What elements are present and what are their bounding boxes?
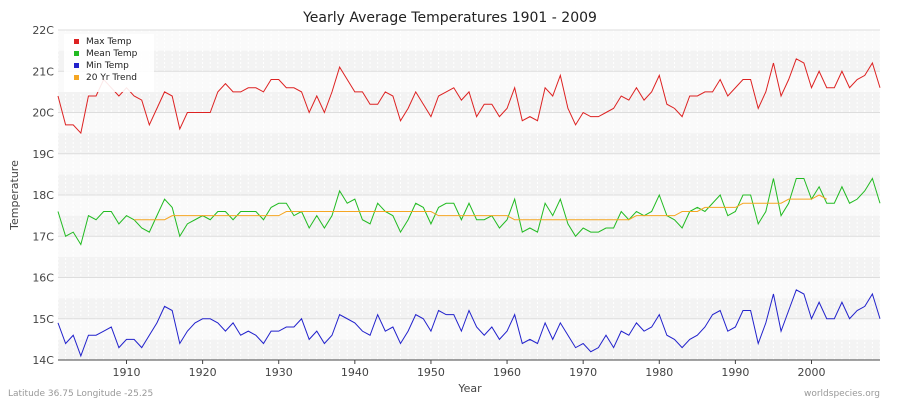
legend-swatch (74, 63, 79, 68)
x-tick-label: 2000 (798, 366, 826, 379)
x-axis-label: Year (457, 382, 482, 395)
plot-band (58, 50, 880, 72)
footer-source: worldspecies.org (804, 389, 880, 399)
series-line-20-yr-trend (134, 194, 827, 221)
x-tick-label: 1970 (569, 366, 597, 379)
x-tick-label: 1910 (113, 366, 141, 379)
legend-label: Mean Temp (86, 49, 138, 59)
legend-label: Max Temp (86, 37, 132, 47)
x-tick-label: 1940 (341, 366, 369, 379)
x-tick-label: 1930 (265, 366, 293, 379)
y-tick-label: 15C (32, 313, 54, 326)
x-tick-label: 1990 (721, 366, 749, 379)
y-tick-label: 14C (32, 354, 54, 367)
series-line-mean-temp (57, 177, 881, 246)
legend-label: 20 Yr Trend (86, 73, 137, 83)
x-axis-ticks: 1910 1920 1930 1940 1950 1960 1970 1980 1990 2000 (113, 360, 826, 379)
legend-swatch (74, 39, 79, 44)
footer-coordinates: Latitude 36.75 Longitude -25.25 (8, 389, 153, 399)
y-tick-label: 18C (32, 189, 54, 202)
legend-swatch (74, 51, 79, 56)
y-tick-label: 16C (32, 272, 54, 285)
x-tick-label: 1920 (189, 366, 217, 379)
chart-title: Yearly Average Temperatures 1901 - 2009 (302, 10, 597, 26)
legend-swatch (74, 75, 79, 80)
y-tick-label: 17C (32, 230, 54, 243)
x-tick-label: 1950 (417, 366, 445, 379)
legend-label: Min Temp (86, 61, 129, 71)
x-tick-label: 1960 (493, 366, 521, 379)
y-axis-ticks: 14C 15C 16C 17C 18C 19C 20C 21C 22C (32, 24, 54, 367)
y-tick-label: 19C (32, 148, 54, 161)
x-tick-label: 1980 (645, 366, 673, 379)
y-tick-label: 21C (32, 65, 54, 78)
y-tick-label: 20C (32, 107, 54, 120)
y-tick-label: 22C (32, 24, 54, 37)
y-axis-label: Temperature (8, 160, 21, 231)
series-line-min-temp (57, 289, 881, 358)
legend: Max Temp Mean Temp Min Temp 20 Yr Trend (64, 34, 154, 92)
series-line-max-temp (57, 58, 881, 135)
series-lines (57, 58, 881, 358)
